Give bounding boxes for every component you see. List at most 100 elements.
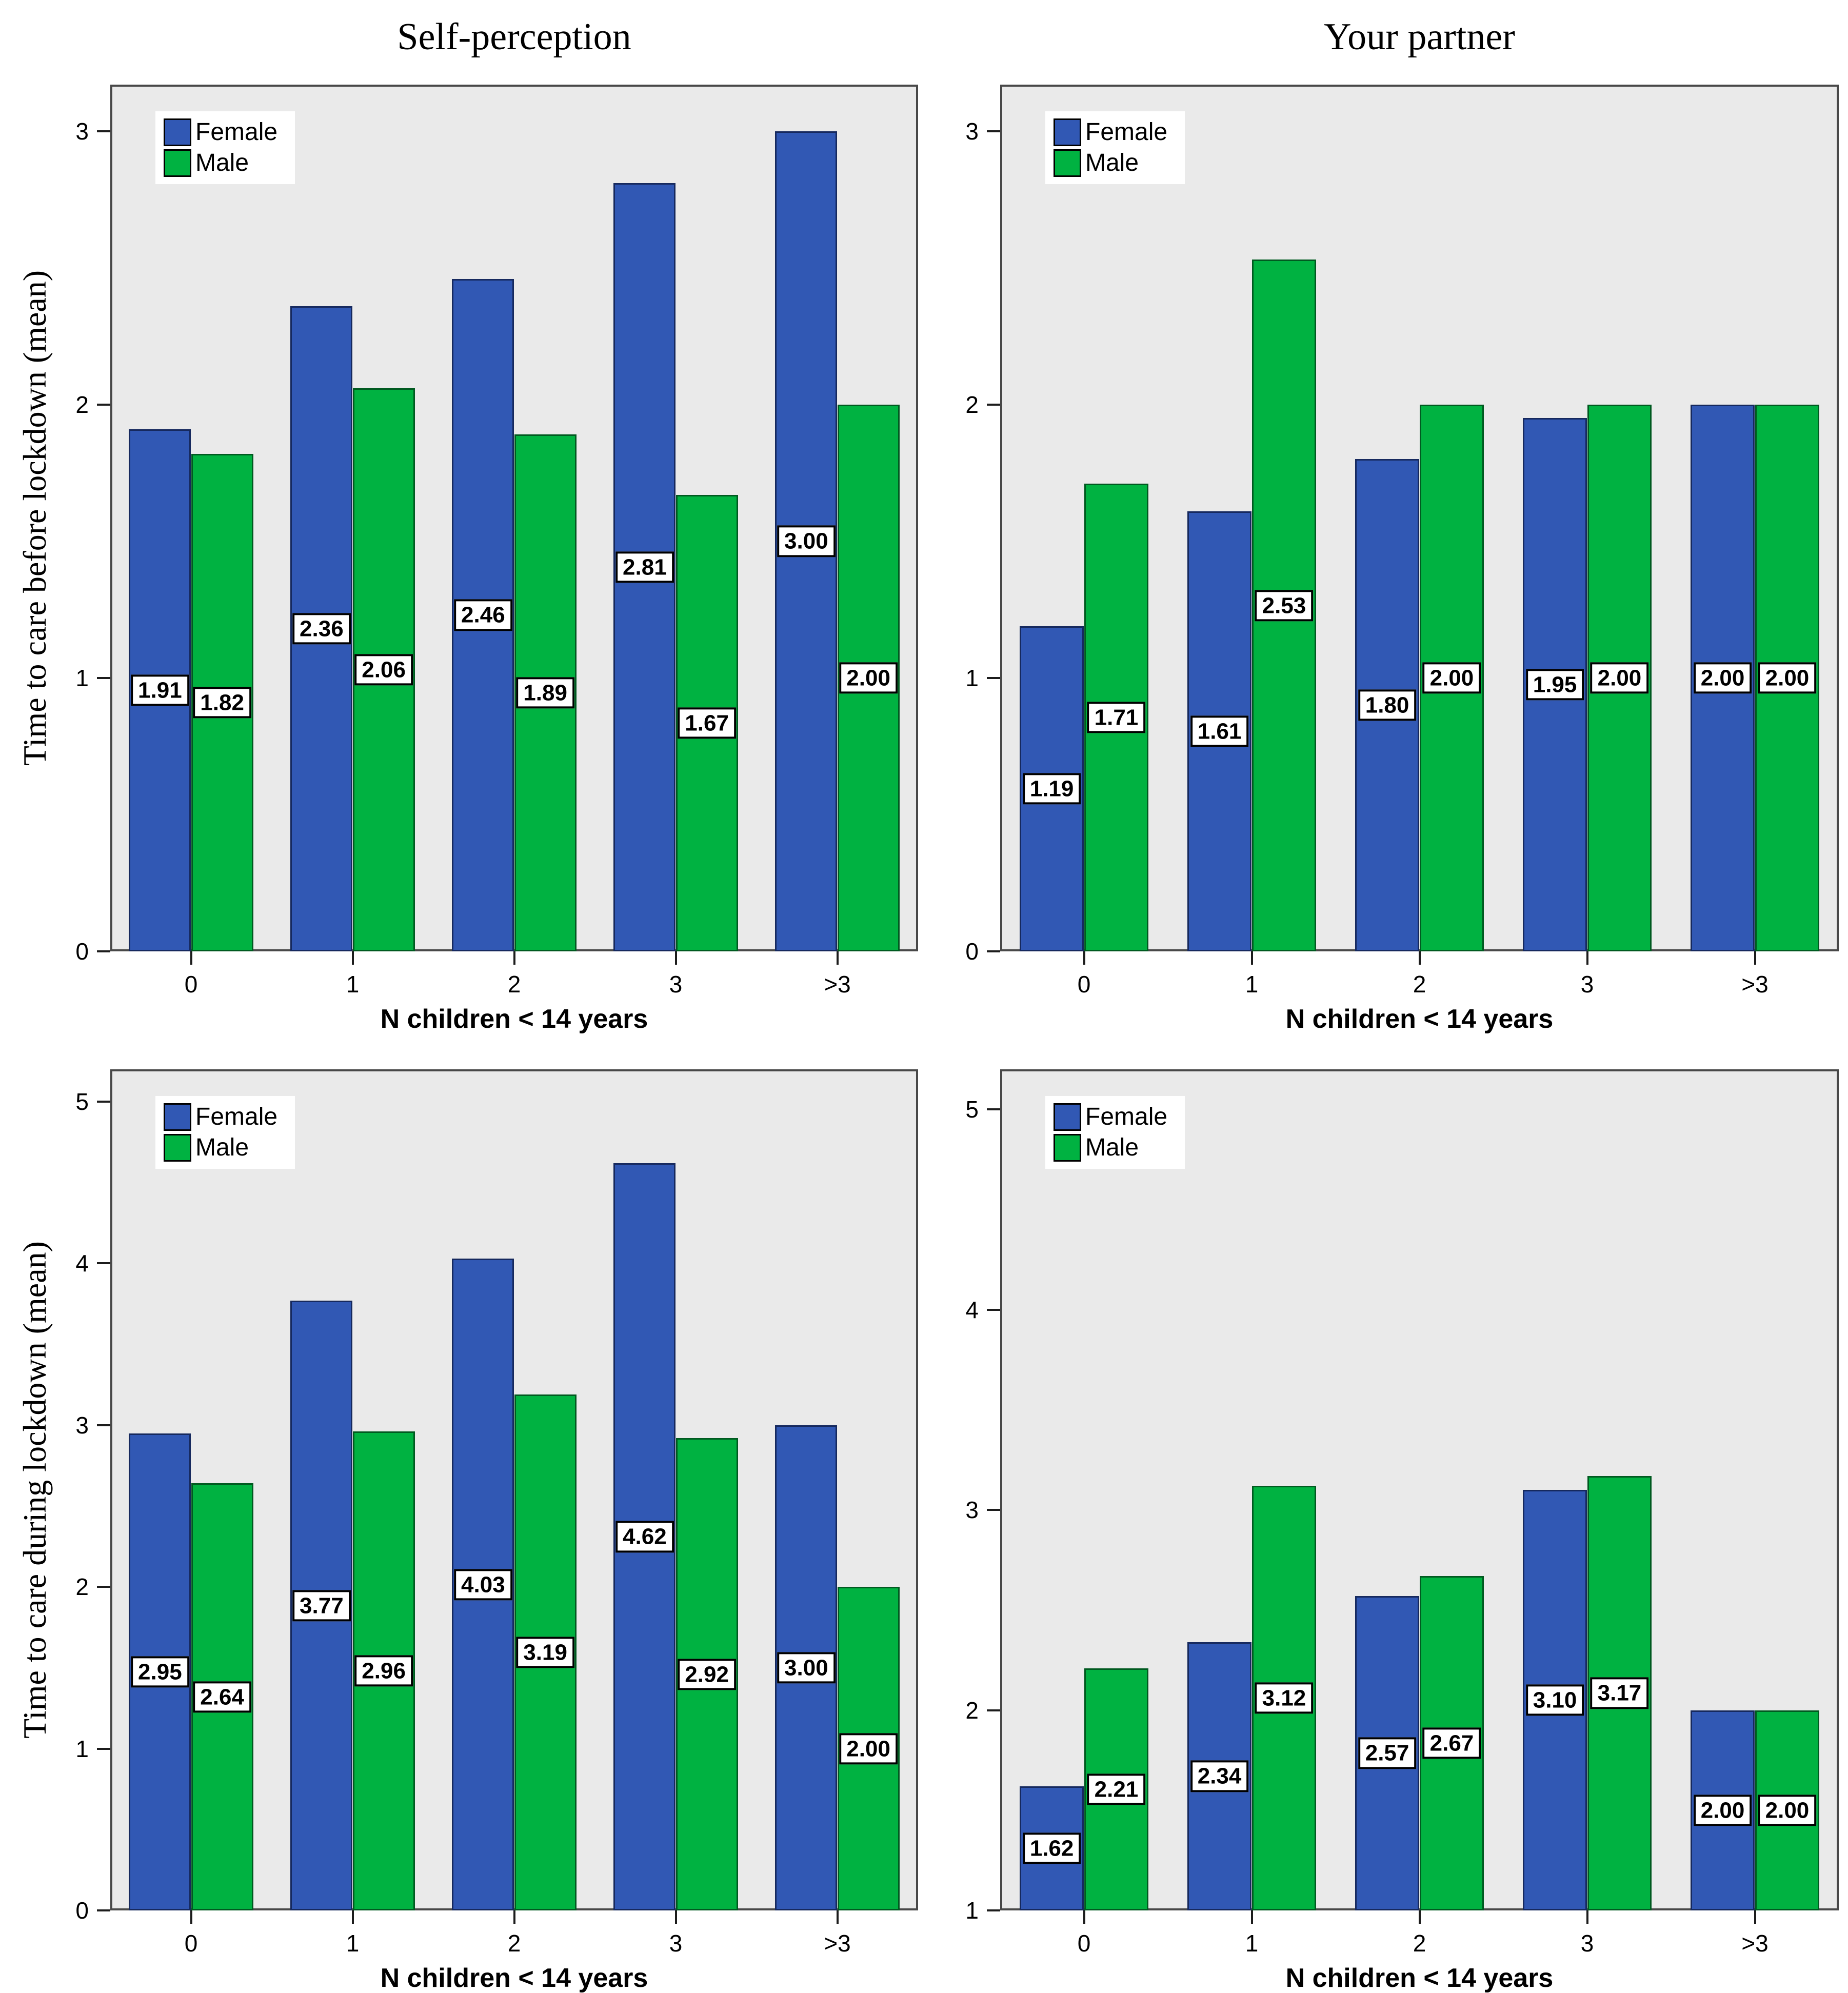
x-tick-mark-bottom-left-0 bbox=[190, 1910, 192, 1924]
x-tick-mark-top-right-3 bbox=[1586, 951, 1588, 965]
legend-row-female: Female bbox=[1054, 118, 1167, 146]
y-tick-label-top-right-1: 1 bbox=[965, 664, 979, 691]
value-label-male-bottom-left-cat4: 2.00 bbox=[839, 1732, 898, 1765]
x-tick-label-bottom-left-0: 0 bbox=[184, 1930, 198, 1957]
x-axis-title-bottom-right: N children < 14 years bbox=[1285, 1963, 1554, 1993]
y-tick-mark-top-right-1 bbox=[987, 676, 1000, 679]
legend-swatch-female bbox=[1054, 118, 1081, 146]
value-label-male-top-left-cat1: 2.06 bbox=[354, 654, 413, 686]
x-tick-label-bottom-left-4: >3 bbox=[824, 1930, 851, 1957]
x-tick-label-bottom-right-3: 3 bbox=[1580, 1930, 1594, 1957]
y-tick-label-bottom-left-2: 2 bbox=[75, 1573, 89, 1601]
value-label-male-top-right-cat1: 2.53 bbox=[1255, 589, 1314, 622]
value-label-male-top-left-cat4: 2.00 bbox=[839, 662, 898, 694]
x-tick-label-top-right-2: 2 bbox=[1413, 971, 1426, 998]
y-tick-mark-top-left-0 bbox=[97, 950, 110, 952]
y-tick-label-bottom-left-5: 5 bbox=[75, 1088, 89, 1115]
legend-swatch-male bbox=[1054, 1134, 1081, 1162]
value-label-male-top-left-cat3: 1.67 bbox=[678, 707, 736, 739]
value-label-female-top-right-cat4: 2.00 bbox=[1693, 662, 1752, 694]
legend-row-female: Female bbox=[164, 118, 277, 146]
x-tick-mark-top-right-4 bbox=[1754, 951, 1756, 965]
y-tick-mark-bottom-right-4 bbox=[987, 1108, 1000, 1111]
x-tick-label-bottom-right-1: 1 bbox=[1245, 1930, 1259, 1957]
value-label-female-bottom-left-cat2: 4.03 bbox=[454, 1568, 512, 1601]
y-axis-label-bottom-left: Time to care during lockdown (mean) bbox=[16, 1241, 53, 1739]
y-tick-label-bottom-left-4: 4 bbox=[75, 1250, 89, 1277]
x-tick-mark-bottom-right-1 bbox=[1250, 1910, 1253, 1924]
y-tick-mark-top-left-1 bbox=[97, 676, 110, 679]
y-tick-mark-top-right-0 bbox=[987, 950, 1000, 952]
value-label-male-bottom-right-cat0: 2.21 bbox=[1087, 1773, 1146, 1805]
y-tick-mark-bottom-right-0 bbox=[987, 1909, 1000, 1911]
value-label-male-bottom-right-cat3: 3.17 bbox=[1590, 1677, 1649, 1709]
x-tick-label-bottom-right-4: >3 bbox=[1741, 1930, 1768, 1957]
y-tick-label-top-right-2: 2 bbox=[965, 391, 979, 418]
value-label-male-bottom-left-cat3: 2.92 bbox=[678, 1658, 736, 1690]
value-label-female-bottom-left-cat4: 3.00 bbox=[777, 1652, 836, 1684]
value-label-female-top-left-cat0: 1.91 bbox=[131, 674, 189, 706]
legend-bottom-left: Female Male bbox=[155, 1096, 295, 1169]
value-label-male-bottom-left-cat0: 2.64 bbox=[193, 1681, 251, 1713]
value-label-male-top-right-cat2: 2.00 bbox=[1422, 662, 1481, 694]
legend-swatch-female bbox=[1054, 1103, 1081, 1131]
x-axis-title-top-right: N children < 14 years bbox=[1285, 1004, 1554, 1034]
legend-label-female: Female bbox=[1085, 118, 1168, 146]
y-tick-label-bottom-left-0: 0 bbox=[75, 1897, 89, 1924]
legend-top-left: Female Male bbox=[155, 111, 295, 184]
value-label-female-bottom-right-cat4: 2.00 bbox=[1693, 1795, 1752, 1826]
value-label-male-top-right-cat0: 1.71 bbox=[1087, 702, 1146, 733]
legend-label-female: Female bbox=[1085, 1103, 1168, 1130]
x-axis-title-bottom-left: N children < 14 years bbox=[380, 1963, 648, 1993]
x-tick-mark-bottom-right-2 bbox=[1418, 1910, 1421, 1924]
y-tick-mark-top-left-2 bbox=[97, 403, 110, 406]
x-tick-mark-top-left-4 bbox=[836, 951, 839, 965]
legend-row-male: Male bbox=[1054, 149, 1167, 177]
legend-row-male: Male bbox=[164, 1134, 277, 1162]
value-label-female-bottom-right-cat3: 3.10 bbox=[1525, 1684, 1584, 1716]
x-tick-label-bottom-right-0: 0 bbox=[1077, 1930, 1091, 1957]
legend-row-female: Female bbox=[1054, 1103, 1167, 1131]
y-tick-mark-top-left-3 bbox=[97, 130, 110, 132]
legend-top-right: Female Male bbox=[1045, 111, 1185, 184]
value-label-female-bottom-left-cat1: 3.77 bbox=[292, 1589, 351, 1622]
y-tick-label-bottom-right-3: 4 bbox=[965, 1296, 979, 1323]
y-tick-label-top-right-0: 0 bbox=[965, 938, 979, 965]
x-tick-label-top-right-3: 3 bbox=[1580, 971, 1594, 998]
value-label-female-top-left-cat4: 3.00 bbox=[777, 525, 836, 557]
x-tick-label-top-right-4: >3 bbox=[1741, 971, 1768, 998]
legend-swatch-male bbox=[1054, 149, 1081, 177]
x-tick-label-top-right-0: 0 bbox=[1077, 971, 1091, 998]
value-label-female-bottom-right-cat1: 2.34 bbox=[1190, 1760, 1249, 1792]
legend-label-male: Male bbox=[195, 1134, 249, 1161]
value-label-female-top-right-cat3: 1.95 bbox=[1525, 669, 1584, 701]
y-tick-mark-bottom-right-3 bbox=[987, 1308, 1000, 1311]
x-tick-mark-bottom-right-4 bbox=[1754, 1910, 1756, 1924]
value-label-male-bottom-right-cat1: 3.12 bbox=[1255, 1682, 1314, 1714]
x-tick-label-top-left-0: 0 bbox=[184, 971, 198, 998]
x-tick-mark-bottom-left-2 bbox=[513, 1910, 515, 1924]
x-tick-mark-bottom-left-3 bbox=[674, 1910, 677, 1924]
value-label-male-top-right-cat3: 2.00 bbox=[1590, 662, 1649, 694]
y-tick-mark-bottom-left-0 bbox=[97, 1909, 110, 1911]
value-label-female-top-left-cat1: 2.36 bbox=[292, 613, 351, 645]
y-tick-label-bottom-right-2: 3 bbox=[965, 1497, 979, 1524]
value-label-female-bottom-left-cat0: 2.95 bbox=[131, 1656, 189, 1688]
value-label-female-top-left-cat3: 2.81 bbox=[615, 551, 674, 583]
x-tick-label-top-left-4: >3 bbox=[824, 971, 851, 998]
y-tick-label-top-left-2: 2 bbox=[75, 391, 89, 418]
legend-row-male: Male bbox=[164, 149, 277, 177]
value-label-male-top-right-cat4: 2.00 bbox=[1758, 662, 1817, 694]
y-tick-label-top-left-3: 3 bbox=[75, 117, 89, 145]
x-axis-title-top-left: N children < 14 years bbox=[380, 1004, 648, 1034]
value-label-female-bottom-left-cat3: 4.62 bbox=[615, 1521, 674, 1553]
x-tick-label-top-left-2: 2 bbox=[507, 971, 521, 998]
chart-title-top-right: Your partner bbox=[1324, 16, 1515, 58]
x-tick-label-bottom-left-3: 3 bbox=[669, 1930, 683, 1957]
legend-swatch-female bbox=[164, 118, 191, 146]
x-tick-label-top-right-1: 1 bbox=[1245, 971, 1259, 998]
legend-label-male: Male bbox=[1085, 1134, 1139, 1161]
y-tick-label-top-left-0: 0 bbox=[75, 938, 89, 965]
x-tick-mark-top-left-2 bbox=[513, 951, 515, 965]
